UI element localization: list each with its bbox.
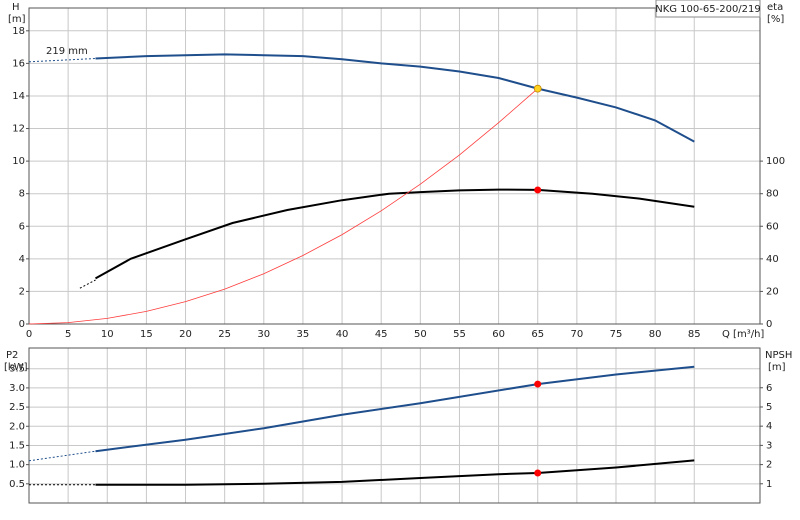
y-axis-unit: [kW] bbox=[4, 362, 28, 373]
x-tick-label: 30 bbox=[257, 329, 270, 340]
y-tick-label: 4 bbox=[19, 254, 25, 265]
x-tick-label: 15 bbox=[140, 329, 153, 340]
y-tick-label: 2 bbox=[19, 286, 25, 297]
y-tick-label: 0.5 bbox=[9, 479, 25, 490]
y-tick-label: 18 bbox=[12, 26, 25, 37]
x-tick-label: 80 bbox=[649, 329, 662, 340]
x-tick-label: 70 bbox=[570, 329, 583, 340]
curve bbox=[95, 53, 695, 143]
curve bbox=[79, 279, 96, 289]
x-tick-label: 45 bbox=[375, 329, 388, 340]
duty-point bbox=[533, 84, 542, 93]
duty-point bbox=[534, 469, 542, 477]
x-tick-label: 65 bbox=[531, 329, 544, 340]
y-tick-label: 12 bbox=[12, 124, 25, 135]
y2-tick-label: 40 bbox=[766, 254, 779, 265]
y2-axis-unit: [%] bbox=[767, 14, 784, 25]
y2-axis-label: eta bbox=[767, 2, 783, 13]
y2-tick-label: 5 bbox=[766, 402, 772, 413]
y2-tick-label: 80 bbox=[766, 189, 779, 200]
y2-tick-label: 20 bbox=[766, 286, 779, 297]
curve bbox=[28, 450, 96, 462]
x-tick-label: 10 bbox=[101, 329, 114, 340]
y-tick-label: 3.5 bbox=[9, 364, 25, 375]
y-tick-label: 16 bbox=[12, 58, 25, 69]
curve bbox=[95, 459, 695, 486]
y-axis-label: P2 bbox=[6, 350, 18, 361]
y2-tick-label: 100 bbox=[766, 156, 785, 167]
x-tick-label: 35 bbox=[297, 329, 310, 340]
y-tick-label: 14 bbox=[12, 91, 25, 102]
x-axis-label: Q [m³/h] bbox=[722, 329, 764, 340]
x-tick-label: 85 bbox=[688, 329, 701, 340]
y-tick-label: 10 bbox=[12, 156, 25, 167]
x-tick-label: 75 bbox=[610, 329, 623, 340]
x-tick-label: 5 bbox=[65, 329, 71, 340]
curve bbox=[28, 58, 96, 63]
y2-tick-label: 1 bbox=[766, 479, 772, 490]
y2-tick-label: 4 bbox=[766, 421, 772, 432]
y2-tick-label: 60 bbox=[766, 221, 779, 232]
plot-frame bbox=[28, 347, 761, 504]
duty-point bbox=[534, 380, 542, 388]
y-tick-label: 1.0 bbox=[9, 460, 25, 471]
y-axis-label: H bbox=[12, 2, 20, 13]
curve bbox=[95, 188, 695, 280]
y2-tick-label: 0 bbox=[766, 319, 772, 330]
y-tick-label: 1.5 bbox=[9, 440, 25, 451]
curve bbox=[95, 365, 695, 453]
y2-axis-unit: [m] bbox=[768, 362, 786, 373]
title-box bbox=[655, 0, 761, 18]
x-tick-label: 50 bbox=[414, 329, 427, 340]
annotation: 219 mm bbox=[46, 46, 88, 57]
y-tick-label: 0 bbox=[19, 319, 25, 330]
x-tick-label: 0 bbox=[26, 329, 32, 340]
plot-frame bbox=[28, 7, 761, 325]
y2-tick-label: 6 bbox=[766, 383, 772, 394]
y-tick-label: 2.0 bbox=[9, 421, 25, 432]
y-tick-label: 3.0 bbox=[9, 383, 25, 394]
y2-tick-label: 3 bbox=[766, 440, 772, 451]
chart-title: NKG 100-65-200/219 bbox=[655, 4, 761, 15]
y2-tick-label: 2 bbox=[766, 460, 772, 471]
x-tick-label: 60 bbox=[492, 329, 505, 340]
y2-axis-label: NPSH bbox=[765, 350, 792, 361]
y-axis-unit: [m] bbox=[8, 14, 26, 25]
y-tick-label: 8 bbox=[19, 189, 25, 200]
x-tick-label: 55 bbox=[453, 329, 466, 340]
x-tick-label: 20 bbox=[179, 329, 192, 340]
x-tick-label: 40 bbox=[336, 329, 349, 340]
duty-point bbox=[534, 186, 542, 194]
y-tick-label: 6 bbox=[19, 221, 25, 232]
curve bbox=[28, 88, 538, 325]
y-tick-label: 2.5 bbox=[9, 402, 25, 413]
x-tick-label: 25 bbox=[218, 329, 231, 340]
